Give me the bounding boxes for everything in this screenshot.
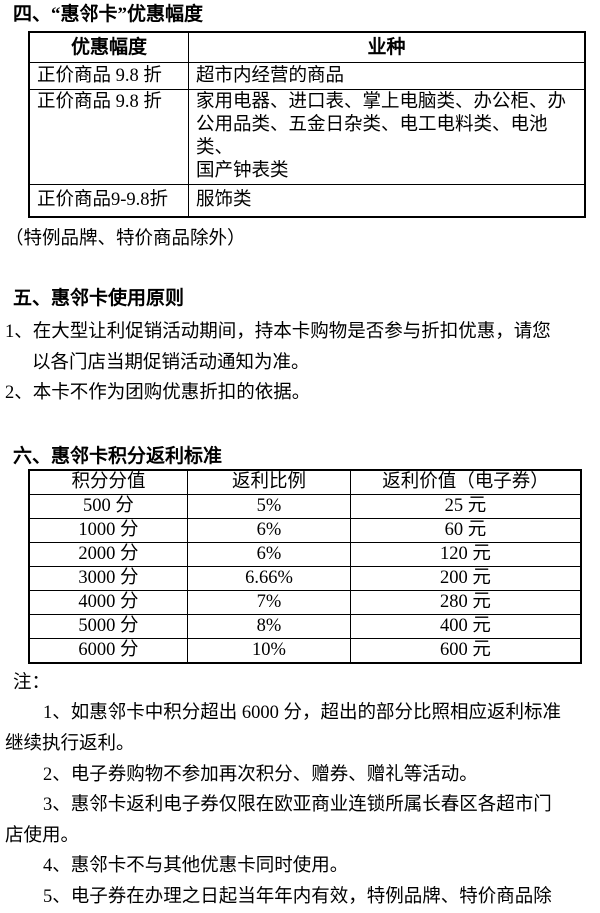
table-cell: 8% [187, 613, 351, 639]
section6-heading: 六、惠邻卡积分返利标准 [13, 445, 223, 467]
list-item: 3、惠邻卡返利电子券仅限在欧亚商业连锁所属长春区各超市门 店使用。 [5, 795, 552, 846]
list-item: 2、本卡不作为团购优惠折扣的依据。 [5, 383, 311, 404]
notes-section: 注： 1、如惠邻卡中积分超出 6000 分，超出的部分比照相应返利标准 继续执行… [5, 668, 600, 913]
table-cell: 5000 分 [28, 613, 188, 639]
table-header-row: 积分分值 返利比例 返利价值（电子券） [28, 469, 582, 495]
column-header-category: 业种 [188, 31, 586, 63]
column-header-rebate-value: 返利价值（电子券） [350, 469, 582, 495]
table-cell: 6.66% [187, 565, 351, 591]
table-cell: 200 元 [350, 565, 582, 591]
table-cell: 500 分 [28, 493, 188, 519]
table-cell: 120 元 [350, 541, 582, 567]
notes-label: 注： [13, 672, 51, 693]
table-cell: 正价商品9-9.8折 [28, 184, 189, 218]
column-header-rebate-ratio: 返利比例 [187, 469, 351, 495]
list-item: 1、如惠邻卡中积分超出 6000 分，超出的部分比照相应返利标准 继续执行返利。 [5, 703, 562, 754]
list-item: 4、惠邻卡不与其他优惠卡同时使用。 [43, 856, 349, 877]
table-row: 1000 分 6% 60 元 [28, 517, 582, 543]
table-row: 6000 分 10% 600 元 [28, 637, 582, 664]
table-cell: 正价商品 9.8 折 [28, 89, 189, 185]
table-cell: 600 元 [350, 637, 582, 664]
notes-list: 1、如惠邻卡中积分超出 6000 分，超出的部分比照相应返利标准 继续执行返利。… [5, 698, 600, 912]
discount-table: 优惠幅度 业种 正价商品 9.8 折超市内经营的商品 正价商品 9.8 折家用电器… [28, 31, 586, 218]
table-row: 正价商品 9.8 折超市内经营的商品 [28, 62, 586, 90]
table-cell: 280 元 [350, 589, 582, 615]
table-cell: 5% [187, 493, 351, 519]
table-row: 5000 分 8% 400 元 [28, 613, 582, 639]
table-cell: 10% [187, 637, 351, 664]
section4-heading: 四、“惠邻卡”优惠幅度 [13, 4, 204, 25]
table-cell: 25 元 [350, 493, 582, 519]
list-item: 1、在大型让利促销活动期间，持本卡购物是否参与折扣优惠，请您 以各门店当期促销活… [5, 322, 551, 373]
exception-note: （特例品牌、特价商品除外） [5, 229, 246, 249]
table-cell: 4000 分 [28, 589, 188, 615]
table-cell: 1000 分 [28, 517, 188, 543]
table-cell: 7% [187, 589, 351, 615]
usage-rules-list: 1、在大型让利促销活动期间，持本卡购物是否参与折扣优惠，请您 以各门店当期促销活… [5, 317, 600, 409]
table-row: 2000 分 6% 120 元 [28, 541, 582, 567]
table-cell: 6% [187, 517, 351, 543]
list-item: 2、电子券购物不参加再次积分、赠券、赠礼等活动。 [43, 764, 478, 785]
table-row: 正价商品9-9.8折 服饰类 [28, 184, 586, 218]
rebate-table: 积分分值 返利比例 返利价值（电子券） 500 分 5% 25 元 1000 分 6% 6… [28, 468, 582, 664]
table-cell: 60 元 [350, 517, 582, 543]
table-header-row: 优惠幅度 业种 [28, 31, 586, 63]
table-cell: 家用电器、进口表、掌上电脑类、办公柜、办 公用品类、五金日杂类、电工电料类、电池… [188, 89, 586, 185]
table-cell: 3000 分 [28, 565, 188, 591]
column-header-discount: 优惠幅度 [28, 31, 189, 63]
section5-heading: 五、惠邻卡使用原则 [13, 288, 185, 309]
table-cell: 2000 分 [28, 541, 188, 567]
table-row: 500 分 5% 25 元 [28, 493, 582, 519]
table-cell: 400 元 [350, 613, 582, 639]
table-cell: 超市内经营的商品 [188, 62, 586, 90]
list-item: 5、电子券在办理之日起当年年内有效，特例品牌、特价商品除 [43, 886, 552, 907]
table-row: 正价商品 9.8 折家用电器、进口表、掌上电脑类、办公柜、办 公用品类、五金日杂… [28, 89, 586, 185]
column-header-points: 积分分值 [28, 469, 188, 495]
table-cell: 服饰类 [188, 184, 586, 218]
table-cell: 正价商品 9.8 折 [28, 62, 189, 90]
table-row: 3000 分 6.66% 200 元 [28, 565, 582, 591]
document-page: 四、“惠邻卡”优惠幅度 优惠幅度 业种 正价商品 9.8 折超市内经营的商品 正价… [0, 3, 600, 907]
table-row: 4000 分 7% 280 元 [28, 589, 582, 615]
table-cell: 6000 分 [28, 637, 188, 664]
table-cell: 6% [187, 541, 351, 567]
